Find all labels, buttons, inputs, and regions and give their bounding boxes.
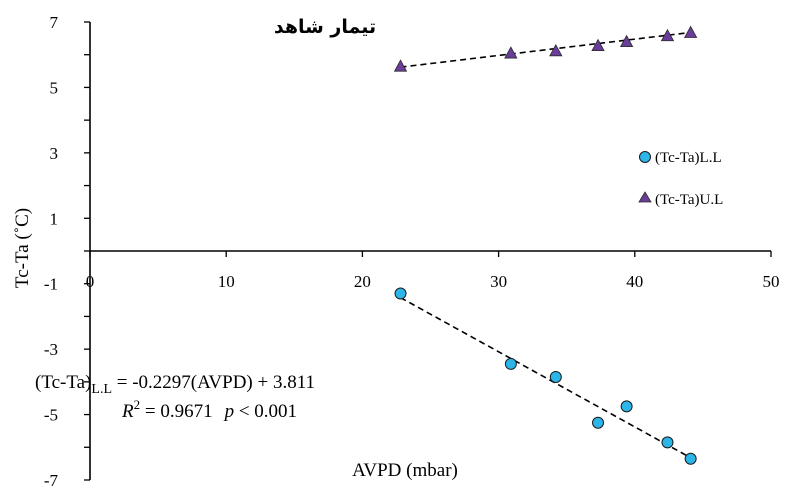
data-point-circle — [394, 287, 407, 300]
y-tick-label: 3 — [50, 144, 59, 163]
data-point-circle — [684, 452, 697, 465]
x-tick-label: 30 — [490, 272, 507, 291]
data-point-triangle — [549, 43, 563, 57]
y-tick-label: -1 — [44, 275, 58, 294]
chart-title: تیمار شاهد — [274, 16, 376, 38]
legend-marker-circle — [639, 151, 651, 163]
data-point-triangle — [619, 34, 634, 48]
data-point-triangle — [660, 28, 675, 42]
legend-marker-triangle — [638, 191, 652, 203]
r2-label: R — [121, 401, 134, 422]
legend: (Tc-Ta)L.L (Tc-Ta)U.L — [638, 150, 723, 208]
x-tick-label: 40 — [626, 272, 643, 291]
data-point-circle — [504, 357, 517, 370]
data-point-circle — [620, 400, 633, 413]
y-tick-label: -5 — [44, 406, 58, 425]
data-point-circle — [549, 370, 562, 383]
regression-equation: (Tc-Ta)L.L = -0.2297(AVPD) + 3.811 — [35, 372, 315, 397]
x-tick-label: 50 — [763, 272, 780, 291]
data-point-triangle — [683, 25, 698, 38]
x-tick-label: 10 — [218, 272, 235, 291]
data-point-triangle — [504, 46, 518, 59]
y-tick-label: -3 — [44, 340, 58, 359]
y-tick-label: 7 — [50, 13, 59, 32]
y-tick-label: 5 — [50, 78, 59, 97]
x-tick-label: 0 — [86, 272, 95, 291]
trendline-series-0 — [400, 296, 692, 459]
x-tick-label: 20 — [354, 272, 371, 291]
r-squared-line: R2 = 0.9671 p < 0.001 — [121, 397, 297, 422]
trendline-series-1 — [400, 31, 691, 68]
equation-rhs: = -0.2297(AVPD) + 3.811 — [112, 372, 315, 393]
x-axis-title: AVPD (mbar) — [352, 460, 458, 481]
y-tick-label: -7 — [44, 471, 59, 486]
y-tick-label: 1 — [50, 209, 59, 228]
data-point-circle — [592, 416, 605, 429]
equation-lhs: (Tc-Ta) — [35, 372, 91, 393]
data-point-triangle — [591, 38, 605, 51]
legend-label-ul: (Tc-Ta)U.L — [655, 192, 723, 208]
data-point-triangle — [393, 59, 408, 72]
data-point-circle — [661, 436, 674, 449]
y-axis-title: Tc-Ta (˚C) — [12, 208, 33, 288]
p-value: < 0.001 — [234, 401, 297, 422]
r2-superscript: 2 — [134, 397, 141, 412]
legend-label-ll: (Tc-Ta)L.L — [655, 150, 722, 166]
equation-lhs-subscript: L.L — [91, 382, 112, 397]
p-label: p — [223, 401, 235, 422]
r2-value: = 0.9671 — [140, 401, 212, 422]
